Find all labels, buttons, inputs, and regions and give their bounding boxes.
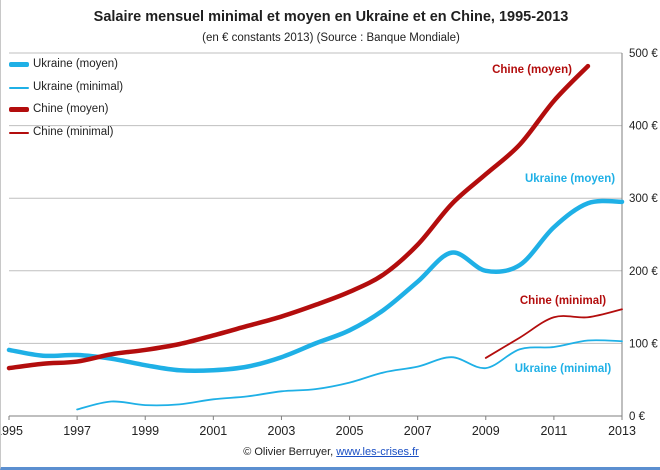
series-annotation-ukraine-moyen: Ukraine (moyen): [525, 173, 615, 185]
legend-label-ukraine-minimal: Ukraine (minimal): [33, 80, 124, 93]
series-line-ukraine-moyen: [6, 198, 625, 374]
legend-swatch-ukraine-minimal: [9, 86, 29, 89]
x-tick-label: 1997: [63, 424, 91, 438]
series-annotation-ukraine-minimal: Ukraine (minimal): [515, 363, 612, 375]
legend-swatch-chine-minimal: [9, 131, 29, 134]
y-tick-label: 300 €: [629, 193, 658, 205]
credit-link[interactable]: www.les-crises.fr: [336, 446, 419, 458]
legend-item-ukraine-moyen: Ukraine (moyen): [7, 56, 157, 79]
series-line-chine-moyen: [6, 63, 591, 371]
x-tick-label: 2013: [608, 424, 636, 438]
legend-swatch-chine-moyen: [9, 107, 29, 113]
y-tick-label: 0 €: [629, 411, 646, 423]
y-tick-label: 100 €: [629, 338, 658, 350]
legend-item-chine-moyen: Chine (moyen): [7, 101, 157, 124]
series-annotation-chine-minimal: Chine (minimal): [520, 295, 606, 307]
legend-item-chine-minimal: Chine (minimal): [7, 124, 157, 147]
x-tick-label: 2007: [404, 424, 432, 438]
x-tick-label: 1999: [131, 424, 159, 438]
chart-subtitle: (en € constants 2013) (Source : Banque M…: [202, 32, 460, 44]
credit-author: © Olivier Berruyer,: [243, 446, 337, 458]
y-tick-label: 500 €: [629, 48, 658, 60]
legend-swatch-ukraine-moyen: [9, 62, 29, 67]
y-tick-label: 200 €: [629, 266, 658, 278]
legend-label-chine-moyen: Chine (moyen): [33, 103, 109, 116]
x-tick-label: 2003: [268, 424, 296, 438]
x-tick-label: 2001: [199, 424, 227, 438]
credit-line: © Olivier Berruyer, www.les-crises.fr: [1, 446, 660, 458]
legend-label-ukraine-moyen: Ukraine (moyen): [33, 58, 118, 70]
chart-title: Salaire mensuel minimal et moyen en Ukra…: [93, 9, 569, 25]
series-annotation-chine-moyen: Chine (moyen): [492, 64, 572, 76]
series-line-chine-minimal: [484, 308, 623, 359]
x-tick-label: 2011: [540, 424, 567, 438]
x-tick-label: 2005: [336, 424, 364, 438]
x-tick-label: 2009: [472, 424, 500, 438]
legend-item-ukraine-minimal: Ukraine (minimal): [7, 79, 157, 102]
series-line-ukraine-minimal: [76, 339, 623, 411]
legend: Ukraine (moyen) Ukraine (minimal) Chine …: [7, 56, 157, 146]
legend-label-chine-minimal: Chine (minimal): [33, 125, 114, 138]
y-tick-label: 400 €: [629, 121, 658, 133]
x-tick-label: 1995: [1, 424, 23, 438]
